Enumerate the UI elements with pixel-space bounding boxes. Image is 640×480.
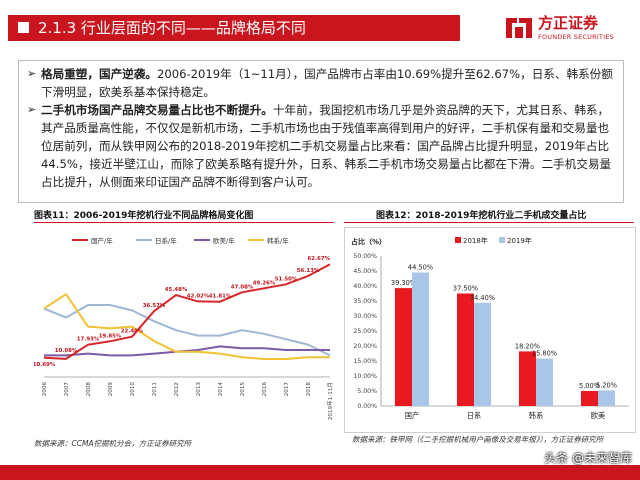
bullet-2-text: 十年前，我国挖机市场几乎是外资品牌的天下，尤其日系、韩系，其产品质量高性能，不仅… [41,103,612,189]
data-label: 44.50% [408,264,433,272]
legend-swatch [455,237,461,243]
logo-english-name: FOUNDER SECURITIES [538,33,614,41]
data-label: 36.57% [143,303,166,309]
summary-text-box: ➢ 格局重塑，国产逆袭。2006-2019年（1~11月），国产品牌市占率由10… [18,60,624,203]
founder-securities-logo: 方正证券 FOUNDER SECURITIES [504,12,634,46]
figure-12-source: 数据来源：铁甲网（《二手挖掘机械用户画像及交易年报》），方正证券研究所 [352,435,604,444]
figure-11-title: 图表11：2006-2019年挖机行业不同品牌格局变化图 [34,211,254,221]
y-tick-label: 10.00% [353,373,377,380]
y-tick-label: 35.00% [353,298,377,305]
y-axis-label: 占比（%） [351,237,386,246]
series-line-domestic [43,263,331,360]
x-tick-label: 2019年1-11月 [326,382,334,420]
y-tick-label: 25.00% [353,328,377,335]
y-tick-label: 0.00% [357,403,377,410]
series-line-japanese [43,304,331,357]
x-tick-label: 2014 [218,382,224,397]
data-label: 37.50% [453,285,478,293]
data-label: 56.13% [297,268,320,274]
y-tick-label: 15.00% [353,358,377,365]
bar [412,272,429,406]
legend-label: 国产/年 [91,236,113,245]
legend-label: 2018年 [463,236,488,245]
data-label: 22.40% [121,329,144,335]
y-tick-label: 50.00% [353,253,377,260]
y-tick-label: 45.00% [353,268,377,275]
figure-12-divider [344,222,634,223]
x-tick-label: 2012 [174,382,180,396]
x-tick-label: 2006 [42,382,48,397]
bullet-1-text: 2006-2019年（1~11月），国产品牌市占率由10.69%提升至62.67… [41,67,613,99]
data-label: 5.20% [596,381,617,389]
bar [457,293,474,406]
legend-swatch [499,237,505,243]
data-label: 47.08% [231,284,254,290]
bar [581,391,598,406]
bottom-bar [0,465,640,480]
y-tick-label: 30.00% [353,313,377,320]
y-tick-label: 5.00% [357,388,377,395]
data-label: 41.81% [209,294,232,300]
bar [536,358,553,406]
data-label: 45.48% [165,287,188,293]
legend-label: 欧美/年 [213,236,235,245]
slide-title: 2.1.3 行业层面的不同——品牌格局不同 [38,19,306,37]
x-tick-label: 2008 [86,382,92,397]
data-label: 15.80% [532,350,557,358]
x-tick-label: 2007 [64,382,70,397]
data-label: 17.93% [77,337,100,343]
series-line-korean [43,293,330,360]
x-tick-label: 2015 [240,382,246,397]
x-tick-label: 2009 [108,382,114,397]
brand-share-line-chart: 国产/年 日系/年 欧美/年 韩系/年 10.69% 10.08% 17.93%19.85%… [34,236,334,420]
x-tick-label: 2010 [130,382,136,397]
data-label: 49.26% [253,280,276,286]
data-label: 10.08% [55,348,78,354]
x-tick-label: 国产 [405,411,419,420]
y-tick-label: 40.00% [353,283,377,290]
figure-11-source: 数据来源：CCMA挖掘机分会，方正证券研究所 [34,439,192,448]
y-tick-label: 20.00% [353,343,377,350]
x-tick-label: 2011 [152,382,158,397]
arrow-bullet-icon: ➢ [27,67,37,80]
x-tick-label: 2018 [306,382,312,397]
data-label: 34.40% [470,294,495,302]
founder-logo-icon [506,18,532,38]
x-tick-label: 2017 [284,382,290,397]
data-label: 10.69% [34,362,56,368]
x-tick-label: 日系 [467,411,481,420]
bullet-1-heading: 格局重塑，国产逆袭。 [41,67,157,81]
arrow-bullet-icon: ➢ [27,103,37,116]
data-label: 5.00% [579,382,600,390]
figure-11-divider [34,222,334,223]
x-tick-label: 2016 [262,382,268,397]
watermark: 头条 @未来智库 [544,451,632,465]
used-excavator-bar-chart: 占比（%） 2018年 2019年 0.00% 5.00% 10.00% 15.00% 20.… [344,227,636,433]
bar [598,390,615,406]
bar [519,351,536,406]
title-square-icon [18,22,29,33]
figure-12-title: 图表12：2018-2019年挖机行业二手机成交量占比 [376,211,587,221]
x-tick-label: 韩系 [529,411,543,420]
legend-label: 韩系/年 [267,236,289,245]
bullet-paragraph-2: ➢ 二手机市场国产品牌交易量占比也不断提升。十年前，我国挖机市场几乎是外资品牌的… [27,101,615,191]
bullet-2-heading: 二手机市场国产品牌交易量占比也不断提升。 [41,103,273,117]
data-label: 19.85% [99,333,122,339]
legend-label: 2019年 [507,236,532,245]
bar [395,288,412,406]
x-tick-label: 欧美 [591,411,605,420]
x-tick-label: 2013 [196,382,202,397]
data-label: 62.67% [308,256,331,262]
data-label: 42.02% [187,293,210,299]
logo-chinese-name: 方正证券 [538,14,599,32]
data-label: 51.50% [275,276,298,282]
data-label: 39.30% [391,279,416,287]
bullet-paragraph-1: ➢ 格局重塑，国产逆袭。2006-2019年（1~11月），国产品牌市占率由10… [27,65,615,101]
bar [474,302,491,406]
slide-header: 2.1.3 行业层面的不同——品牌格局不同 方正证券 FOUNDER SECUR… [0,0,640,56]
title-bar: 2.1.3 行业层面的不同——品牌格局不同 [8,15,460,41]
data-label: 18.20% [515,342,540,350]
legend-label: 日系/年 [155,236,177,245]
